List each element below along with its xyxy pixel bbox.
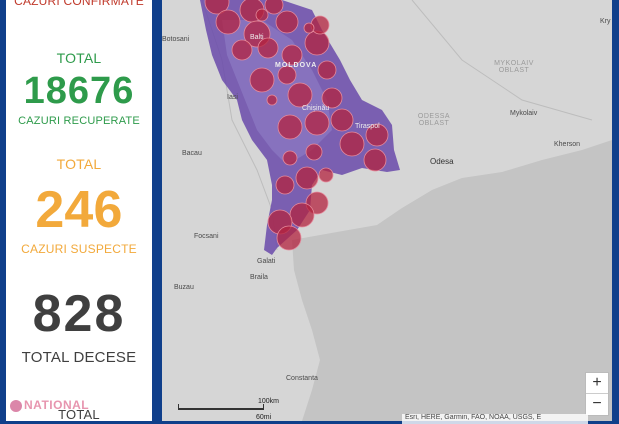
deaths-count: 828 [32,285,126,343]
map-view[interactable]: Botosani Balti MOLDOVA Iasi Chișinău Tir… [162,0,612,421]
recovered-label: CAZURI RECUPERATE [18,115,140,127]
case-bubble [275,10,299,34]
case-bubble [289,202,315,228]
black-sea [292,140,612,421]
border-line-2 [411,0,593,121]
deaths-label: TOTAL DECESE [21,349,137,366]
map-label-odessa-oblast: ODESSA OBLAST [417,113,451,127]
zoom-divider [586,393,608,394]
case-bubble [282,150,298,166]
map-label-moldova: MOLDOVA [275,62,318,69]
suspect-count: 246 [35,181,123,239]
map-label-kry: Kry [600,18,611,25]
map-canvas[interactable] [162,0,612,421]
case-bubble [303,22,315,34]
case-bubble [330,108,354,132]
total-label-recovered: TOTAL [56,50,102,66]
case-bubble [321,87,343,109]
case-bubble [310,15,330,35]
confirmed-label: CAZURI CONFIRMATE [14,0,144,8]
map-label-mykolaiv-oblast: MYKOLAIV OBLAST [494,60,534,74]
case-bubble [304,110,330,136]
scale-km-label: 100km [258,398,280,405]
scale-bar [178,404,264,410]
case-bubble [275,175,295,195]
case-bubble [304,30,330,56]
map-label-balti: Balti [250,34,264,41]
frame-divider [152,0,162,421]
case-bubble [339,131,365,157]
scale-mi-label: 60mi [256,414,272,421]
case-bubble [249,67,275,93]
case-bubble [317,60,337,80]
case-bubbles [204,0,389,251]
case-bubble [266,94,278,106]
total-label-suspect: TOTAL [56,156,102,172]
case-bubble [231,39,253,61]
total-label-bottom: TOTAL [58,407,100,421]
case-bubble [318,167,334,183]
map-label-mykolaiv: Mykolaiv [510,110,538,117]
case-bubble [264,0,284,15]
recovered-count: 18676 [23,70,135,112]
watermark-logo-icon [10,399,22,412]
case-bubble [363,148,387,172]
map-label-iasi: Iasi [227,94,238,101]
map-label-bacau: Bacau [182,150,202,157]
map-label-botosani: Botosani [162,36,190,43]
case-bubble [255,8,269,22]
map-label-braila: Braila [250,274,268,281]
case-bubble [215,9,241,35]
stats-panel: CAZURI CONFIRMATE TOTAL 18676 CAZURI REC… [6,0,152,421]
watermark-text: NATIONAL [24,398,90,412]
map-label-buzau: Buzau [174,284,194,291]
zoom-in-button[interactable]: + [592,374,602,391]
frame-border-left [0,0,6,421]
case-bubble [365,123,389,147]
case-bubble [277,65,297,85]
case-bubble [295,166,319,190]
case-bubble [305,143,323,161]
case-bubble [277,114,303,140]
suspect-label: CAZURI SUSPECTE [21,242,137,256]
map-label-focsani: Focsani [194,233,219,240]
case-bubble [281,44,303,66]
map-label-chisinau: Chișinău [302,105,330,112]
case-bubble [276,225,302,251]
map-label-odesa: Odesa [430,157,454,166]
frame-border-right [612,0,619,421]
case-bubble [204,0,230,15]
map-attribution[interactable]: Esri, HERE, Garmin, FAO, NOAA, USGS, E [402,414,588,424]
map-label-constanta: Constanta [286,375,318,382]
zoom-out-button[interactable]: − [592,395,602,412]
map-label-kherson: Kherson [554,141,581,148]
map-label-tiraspol: Tiraspol [355,123,380,130]
case-bubble [287,82,313,108]
map-label-galati: Galati [257,258,276,265]
case-bubble [257,37,279,59]
national-watermark: NATIONAL [10,398,89,412]
zoom-control: + − [585,372,609,416]
